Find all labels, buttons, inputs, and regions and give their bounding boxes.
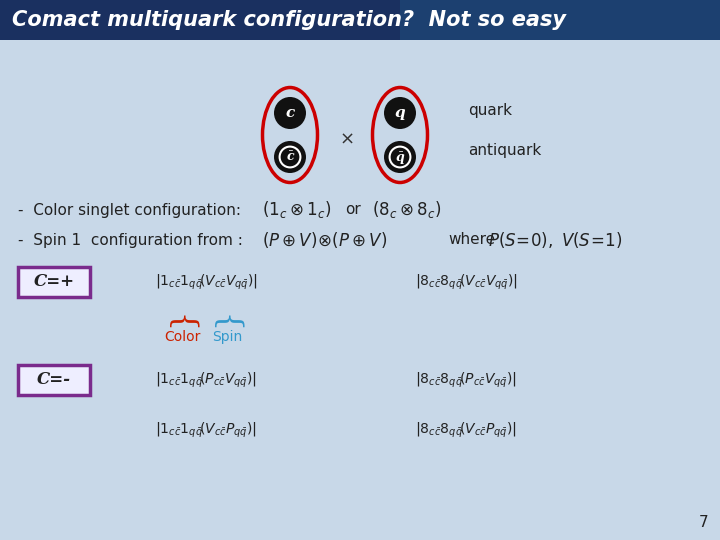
Text: c̄: c̄ bbox=[286, 151, 294, 164]
Text: $\left(1_c \otimes 1_c\right)$: $\left(1_c \otimes 1_c\right)$ bbox=[262, 199, 331, 220]
Text: where: where bbox=[448, 233, 495, 247]
Text: $\left(P \oplus V\right)\!\otimes\!\left(P \oplus V\right)$: $\left(P \oplus V\right)\!\otimes\!\left… bbox=[262, 230, 387, 250]
Text: or: or bbox=[345, 202, 361, 218]
Text: }: } bbox=[166, 308, 197, 327]
Text: q: q bbox=[395, 106, 405, 120]
Circle shape bbox=[384, 141, 416, 173]
Circle shape bbox=[274, 141, 306, 173]
Text: $\left|8_{c\bar{c}}8_{q\bar{q}}\!\left(V_{c\bar{c}}V_{q\bar{q}}\right)\right|$: $\left|8_{c\bar{c}}8_{q\bar{q}}\!\left(V… bbox=[415, 272, 518, 292]
Text: C=+: C=+ bbox=[34, 273, 74, 291]
Text: $\left|1_{c\bar{c}}1_{q\bar{q}}\!\left(V_{c\bar{c}}V_{q\bar{q}}\right)\right|$: $\left|1_{c\bar{c}}1_{q\bar{q}}\!\left(V… bbox=[155, 272, 258, 292]
Text: $\left|1_{c\bar{c}}1_{q\bar{q}}\!\left(P_{c\bar{c}}V_{q\bar{q}}\right)\right|$: $\left|1_{c\bar{c}}1_{q\bar{q}}\!\left(P… bbox=[155, 370, 257, 390]
Text: $\left(8_c \otimes 8_c\right)$: $\left(8_c \otimes 8_c\right)$ bbox=[372, 199, 441, 220]
FancyBboxPatch shape bbox=[18, 365, 90, 395]
Text: }: } bbox=[212, 308, 243, 327]
Text: -  Spin 1  configuration from :: - Spin 1 configuration from : bbox=[18, 233, 243, 247]
Text: quark: quark bbox=[468, 103, 512, 118]
Text: Comact multiquark configuration?  Not so easy: Comact multiquark configuration? Not so … bbox=[12, 10, 566, 30]
Text: Spin: Spin bbox=[212, 330, 242, 344]
Circle shape bbox=[274, 97, 306, 129]
Text: q̄: q̄ bbox=[395, 151, 405, 164]
Text: $\left|8_{c\bar{c}}8_{q\bar{q}}\!\left(P_{c\bar{c}}V_{q\bar{q}}\right)\right|$: $\left|8_{c\bar{c}}8_{q\bar{q}}\!\left(P… bbox=[415, 370, 517, 390]
Circle shape bbox=[384, 97, 416, 129]
Text: antiquark: antiquark bbox=[468, 143, 541, 158]
Text: ×: × bbox=[339, 131, 354, 149]
Bar bbox=[400, 0, 720, 40]
Text: $\left|8_{c\bar{c}}8_{q\bar{q}}\!\left(V_{c\bar{c}}P_{q\bar{q}}\right)\right|$: $\left|8_{c\bar{c}}8_{q\bar{q}}\!\left(V… bbox=[415, 420, 517, 440]
FancyBboxPatch shape bbox=[18, 267, 90, 297]
Text: $\left|1_{c\bar{c}}1_{q\bar{q}}\!\left(V_{c\bar{c}}P_{q\bar{q}}\right)\right|$: $\left|1_{c\bar{c}}1_{q\bar{q}}\!\left(V… bbox=[155, 420, 257, 440]
Text: 7: 7 bbox=[698, 515, 708, 530]
Text: -  Color singlet configuration:: - Color singlet configuration: bbox=[18, 202, 241, 218]
Bar bbox=[0, 0, 720, 40]
Text: C=-: C=- bbox=[37, 372, 71, 388]
Text: Color: Color bbox=[164, 330, 200, 344]
Text: $P(S\!=\!0),\ V(S\!=\!1)$: $P(S\!=\!0),\ V(S\!=\!1)$ bbox=[488, 230, 622, 250]
Text: c: c bbox=[285, 106, 294, 120]
